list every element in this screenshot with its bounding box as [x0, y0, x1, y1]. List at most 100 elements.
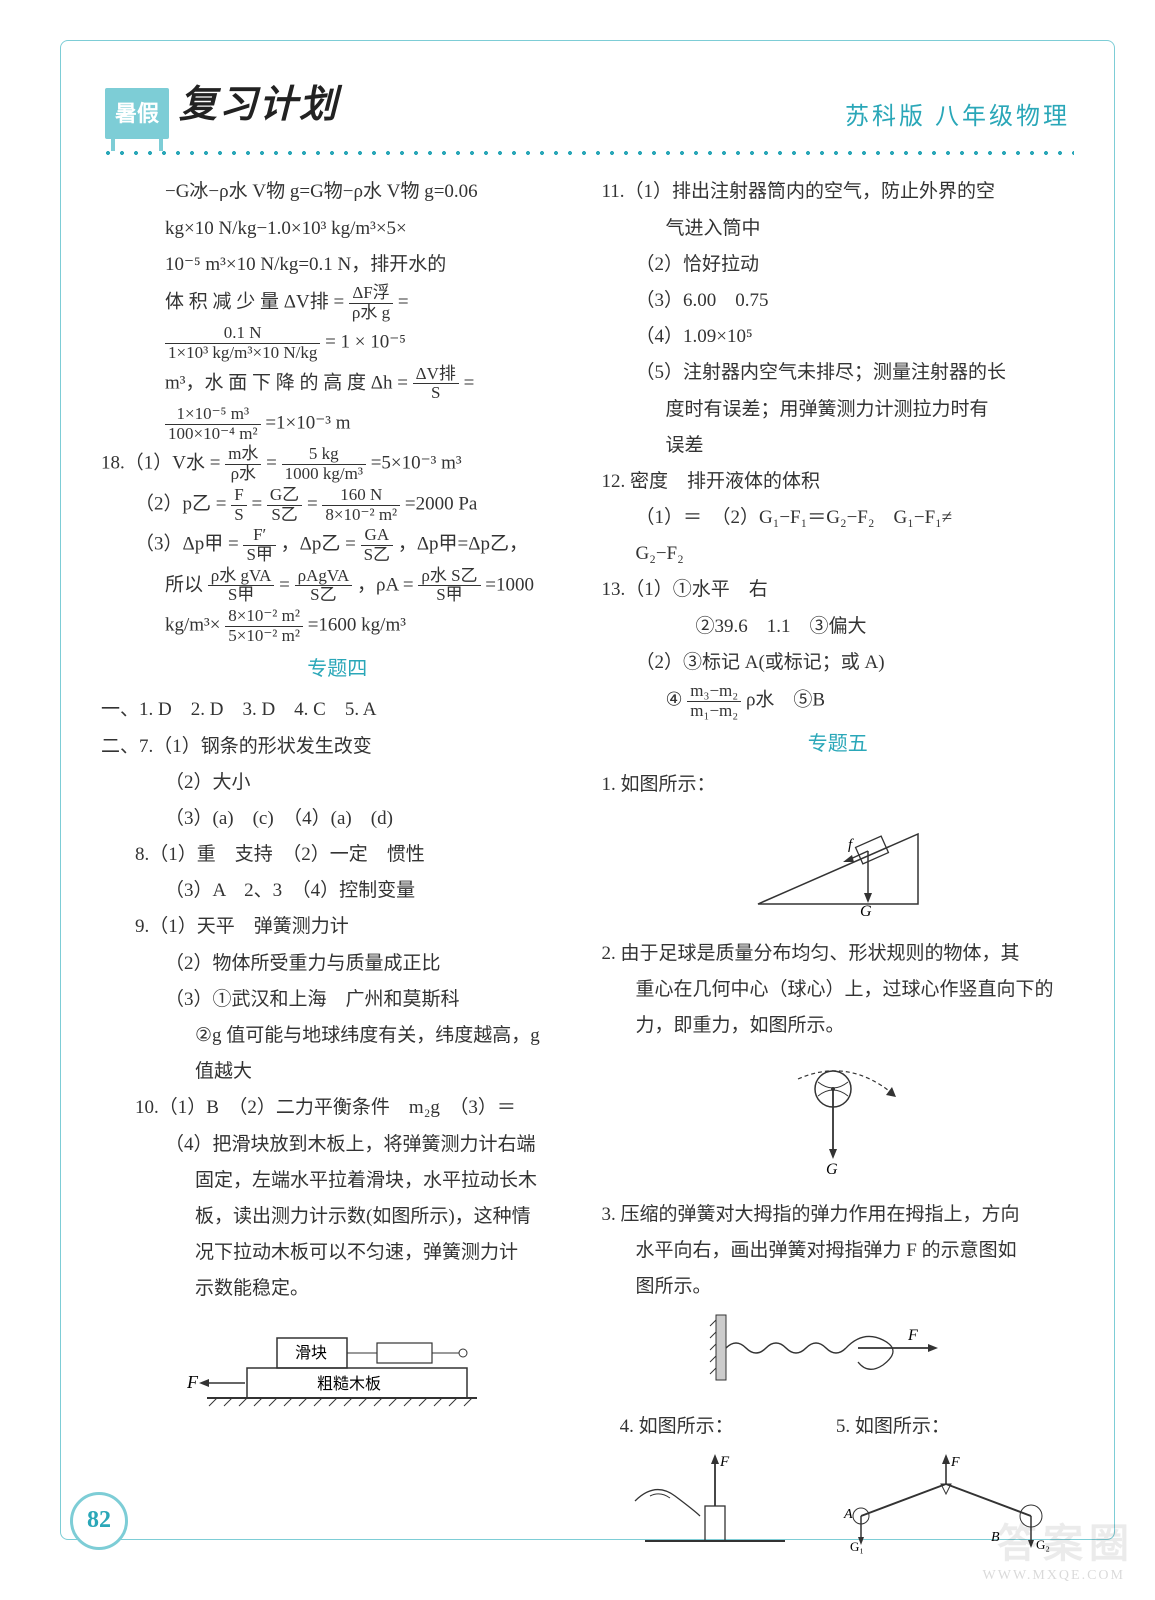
fig-incline: f G: [602, 809, 1075, 931]
text-line: ②g 值可能与地球纬度有关，纬度越高，g: [101, 1019, 574, 1053]
text-line: 值越大: [101, 1055, 574, 1089]
text-line: （5）注射器内空气未排尽；测量注射器的长: [602, 356, 1075, 390]
text-line: 重心在几何中心（球心）上，过球心作竖直向下的: [602, 973, 1075, 1007]
fraction: FS: [231, 486, 246, 524]
spring-diagram: F: [708, 1310, 968, 1390]
text-line: 10⁻⁵ m³×10 N/kg=0.1 N，排开水的: [101, 248, 574, 282]
text-line: 10.（1）B （2）二力平衡条件 m₂g （3）＝: [101, 1091, 574, 1125]
text: =: [307, 493, 318, 514]
text: =: [464, 372, 475, 393]
q18-1: 18.（1）V水 = m水ρ水 = 5 kg1000 kg/m³ =5×10⁻³…: [101, 445, 574, 483]
text: =1×10⁻³ m: [265, 413, 350, 434]
left-column: −G冰−ρ水 V物 g=G物−ρ水 V物 g=0.06 kg×10 N/kg−1…: [101, 173, 574, 1568]
fraction: 160 N8×10⁻² m²: [322, 486, 400, 524]
text-line: （3）①武汉和上海 广州和莫斯科: [101, 983, 574, 1017]
text-line: 图所示。: [602, 1270, 1075, 1304]
text-line: 0.1 N1×10³ kg/m³×10 N/kg = 1 × 10⁻⁵: [101, 324, 574, 362]
text: =: [266, 453, 277, 474]
text-line: 力，即重力，如图所示。: [602, 1009, 1075, 1043]
text-line: 3. 压缩的弹簧对大拇指的弹力作用在拇指上，方向: [602, 1198, 1075, 1232]
text: （2）p乙 =: [135, 493, 226, 514]
incline-diagram: f G: [738, 809, 938, 919]
text-line: 12. 密度 排开液体的体积: [602, 465, 1075, 499]
text: =2000 Pa: [405, 493, 477, 514]
text-line: 固定，左端水平拉着滑块，水平拉动长木: [101, 1164, 574, 1198]
label-G1: G₁: [850, 1539, 864, 1554]
text: 体 积 减 少 量 ΔV排 =: [165, 292, 344, 313]
text-line: 5. 如图所示：: [836, 1410, 1056, 1444]
page-header: 暑假 复习计划 苏科版 八年级物理: [101, 71, 1074, 139]
fraction: ρAgVAS乙: [295, 567, 353, 605]
topic4-label: 专题四: [101, 651, 574, 687]
text-line: （2）物体所受重力与质量成正比: [101, 947, 574, 981]
label-f: f: [848, 837, 854, 853]
fig4-diagram: F: [620, 1446, 800, 1556]
q18-3a: （3）Δp甲 = F′S甲 ，Δp乙 = GAS乙 ，Δp甲=Δp乙，: [101, 526, 574, 564]
text-line: G₂−F₂: [602, 537, 1075, 571]
watermark-url: WWW.MXQE.COM: [983, 1563, 1125, 1588]
text: ρ水 ⑤B: [746, 690, 825, 711]
text-line: 水平向右，画出弹簧对拇指弹力 F 的示意图如: [602, 1234, 1075, 1268]
fraction: ΔF浮ρ水 g: [349, 284, 393, 322]
text-line: （3）(a) (c) （4）(a) (d): [101, 802, 574, 836]
text-line: 1×10⁻⁵ m³100×10⁻⁴ m² =1×10⁻³ m: [101, 405, 574, 443]
text-line: （1）＝ （2）G₁−F₁＝G₂−F₂ G₁−F₁≠: [602, 501, 1075, 535]
text-line: （2）③标记 A(或标记；或 A): [602, 646, 1075, 680]
text-line: m³，水 面 下 降 的 高 度 Δh = ΔV排S =: [101, 365, 574, 403]
text-line: 8.（1）重 支持 （2）一定 惯性: [101, 838, 574, 872]
fraction: ρ水 gVAS甲: [208, 567, 275, 605]
page-number: 82: [70, 1492, 128, 1550]
fraction: GAS乙: [361, 526, 393, 564]
text-line: 二、7.（1）钢条的形状发生改变: [101, 730, 574, 764]
q18-2: （2）p乙 = FS = G乙S乙 = 160 N8×10⁻² m² =2000…: [101, 486, 574, 524]
text: =: [279, 574, 290, 595]
text-line: （2）恰好拉动: [602, 248, 1075, 282]
text-line: 体 积 减 少 量 ΔV排 = ΔF浮ρ水 g =: [101, 284, 574, 322]
text-line: 1. 如图所示：: [602, 768, 1075, 802]
text: ④: [666, 690, 683, 711]
text-line: 误差: [602, 429, 1075, 463]
text: ，ρA =: [357, 574, 414, 595]
text: =5×10⁻³ m³: [371, 453, 462, 474]
fraction: F′S甲: [243, 526, 275, 564]
title-right: 苏科版 八年级物理: [845, 96, 1070, 139]
label-F: F: [719, 1454, 730, 1470]
text-line: 示数能稳定。: [101, 1272, 574, 1306]
fig4-block: 4. 如图所示： F: [620, 1408, 800, 1568]
text: 18.（1）V水 =: [101, 453, 220, 474]
text-line: ②39.6 1.1 ③偏大: [602, 610, 1075, 644]
fraction: G乙S乙: [267, 486, 302, 524]
text-line: （2）大小: [101, 766, 574, 800]
text: m³，水 面 下 降 的 高 度 Δh =: [165, 372, 408, 393]
force-F: F: [187, 1372, 199, 1392]
text: （3）Δp甲 =: [135, 534, 239, 555]
label-A: A: [843, 1507, 853, 1522]
fraction: 5 kg1000 kg/m³: [282, 445, 366, 483]
text-line: −G冰−ρ水 V物 g=G物−ρ水 V物 g=0.06: [101, 175, 574, 209]
text-line: （4）1.09×10⁵: [602, 320, 1075, 354]
fraction: 0.1 N1×10³ kg/m³×10 N/kg: [165, 324, 320, 362]
ball-diagram: G: [758, 1049, 918, 1179]
fraction: ρ水 S乙S甲: [418, 567, 480, 605]
text: ，Δp乙 =: [281, 534, 356, 555]
text-line: （3）6.00 0.75: [602, 284, 1075, 318]
text: =: [251, 493, 262, 514]
text-line: 13.（1）①水平 右: [602, 573, 1075, 607]
text-line: 9.（1）天平 弹簧测力计: [101, 910, 574, 944]
label-F: F: [907, 1327, 918, 1344]
fraction: ΔV排S: [413, 365, 459, 403]
text-line: kg×10 N/kg−1.0×10³ kg/m³×5×: [101, 212, 574, 246]
fig-ball: G: [602, 1049, 1075, 1191]
fig-block-board: 粗糙木板 滑块 F: [101, 1313, 574, 1425]
fraction: 1×10⁻⁵ m³100×10⁻⁴ m²: [165, 405, 261, 443]
fig-spring-thumb: F: [602, 1310, 1075, 1402]
board-label: 粗糙木板: [317, 1375, 381, 1393]
right-column: 11.（1）排出注射器筒内的空气，防止外界的空 气进入筒中 （2）恰好拉动 （3…: [602, 173, 1075, 1568]
text: = 1 × 10⁻⁵: [325, 332, 406, 353]
text-line: （4）把滑块放到木板上，将弹簧测力计右端: [101, 1128, 574, 1162]
text: =1600 kg/m³: [308, 615, 406, 636]
text: =1000: [485, 574, 534, 595]
text: ，Δp甲=Δp乙，: [398, 534, 528, 555]
text-line: 气进入筒中: [602, 212, 1075, 246]
block-board-diagram: 粗糙木板 滑块 F: [187, 1313, 487, 1413]
